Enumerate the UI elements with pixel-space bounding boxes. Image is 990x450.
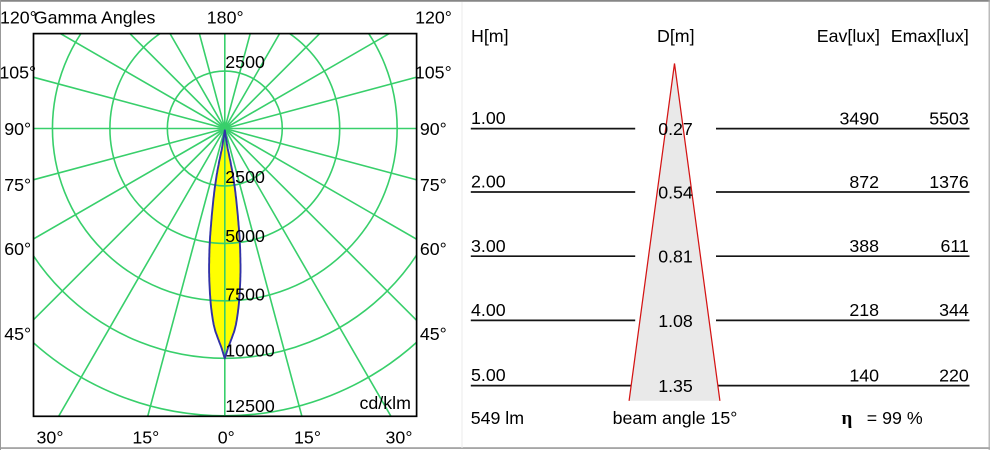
svg-text:H[m]: H[m] (471, 26, 509, 46)
svg-text:0.54: 0.54 (658, 182, 693, 202)
svg-text:0.81: 0.81 (658, 247, 693, 267)
svg-text:1.08: 1.08 (658, 311, 693, 331)
svg-text:beam angle 15°: beam angle 15° (613, 408, 738, 428)
svg-text:1376: 1376 (929, 172, 969, 192)
svg-text:220: 220 (939, 365, 969, 385)
svg-text:75°: 75° (4, 175, 31, 195)
svg-text:2500: 2500 (225, 52, 265, 72)
svg-text:0°: 0° (218, 428, 235, 448)
svg-text:15°: 15° (294, 428, 321, 448)
svg-text:344: 344 (939, 300, 969, 320)
svg-text:611: 611 (940, 236, 968, 256)
svg-text:10000: 10000 (225, 340, 275, 360)
svg-text:12500: 12500 (225, 396, 275, 416)
svg-text:η: η (842, 408, 853, 429)
svg-text:Eav[lux]: Eav[lux] (817, 26, 880, 46)
svg-text:75°: 75° (420, 175, 447, 195)
svg-text:105°: 105° (415, 63, 452, 83)
svg-text:cd/klm: cd/klm (360, 393, 411, 413)
svg-text:15°: 15° (132, 428, 159, 448)
svg-text:0.27: 0.27 (658, 119, 693, 139)
svg-text:120°: 120° (0, 7, 37, 27)
svg-text:90°: 90° (420, 119, 447, 139)
svg-text:5000: 5000 (225, 226, 265, 246)
svg-text:388: 388 (849, 236, 879, 256)
svg-text:1.35: 1.35 (658, 376, 693, 396)
svg-text:5503: 5503 (929, 108, 969, 128)
svg-text:30°: 30° (386, 428, 413, 448)
svg-text:3.00: 3.00 (471, 236, 506, 256)
svg-text:Gamma Angles: Gamma Angles (34, 7, 156, 27)
svg-text:5.00: 5.00 (471, 365, 506, 385)
svg-text:2.00: 2.00 (471, 172, 506, 192)
svg-text:218: 218 (849, 300, 879, 320)
svg-text:120°: 120° (415, 7, 452, 27)
svg-text:90°: 90° (4, 119, 31, 139)
svg-text:60°: 60° (4, 239, 31, 259)
svg-text:= 99 %: = 99 % (867, 408, 923, 428)
svg-text:105°: 105° (0, 63, 36, 83)
svg-text:Emax[lux]: Emax[lux] (891, 26, 969, 46)
svg-text:140: 140 (849, 365, 879, 385)
svg-text:7500: 7500 (225, 284, 265, 304)
svg-text:549 lm: 549 lm (471, 408, 524, 428)
svg-text:2500: 2500 (225, 167, 265, 187)
svg-text:45°: 45° (4, 324, 31, 344)
svg-text:180°: 180° (207, 7, 244, 27)
svg-text:45°: 45° (420, 324, 447, 344)
svg-text:D[m]: D[m] (657, 26, 695, 46)
svg-text:4.00: 4.00 (471, 300, 506, 320)
svg-text:60°: 60° (420, 239, 447, 259)
svg-text:1.00: 1.00 (471, 108, 506, 128)
svg-text:30°: 30° (37, 428, 64, 448)
svg-text:872: 872 (849, 172, 879, 192)
svg-text:3490: 3490 (839, 108, 879, 128)
